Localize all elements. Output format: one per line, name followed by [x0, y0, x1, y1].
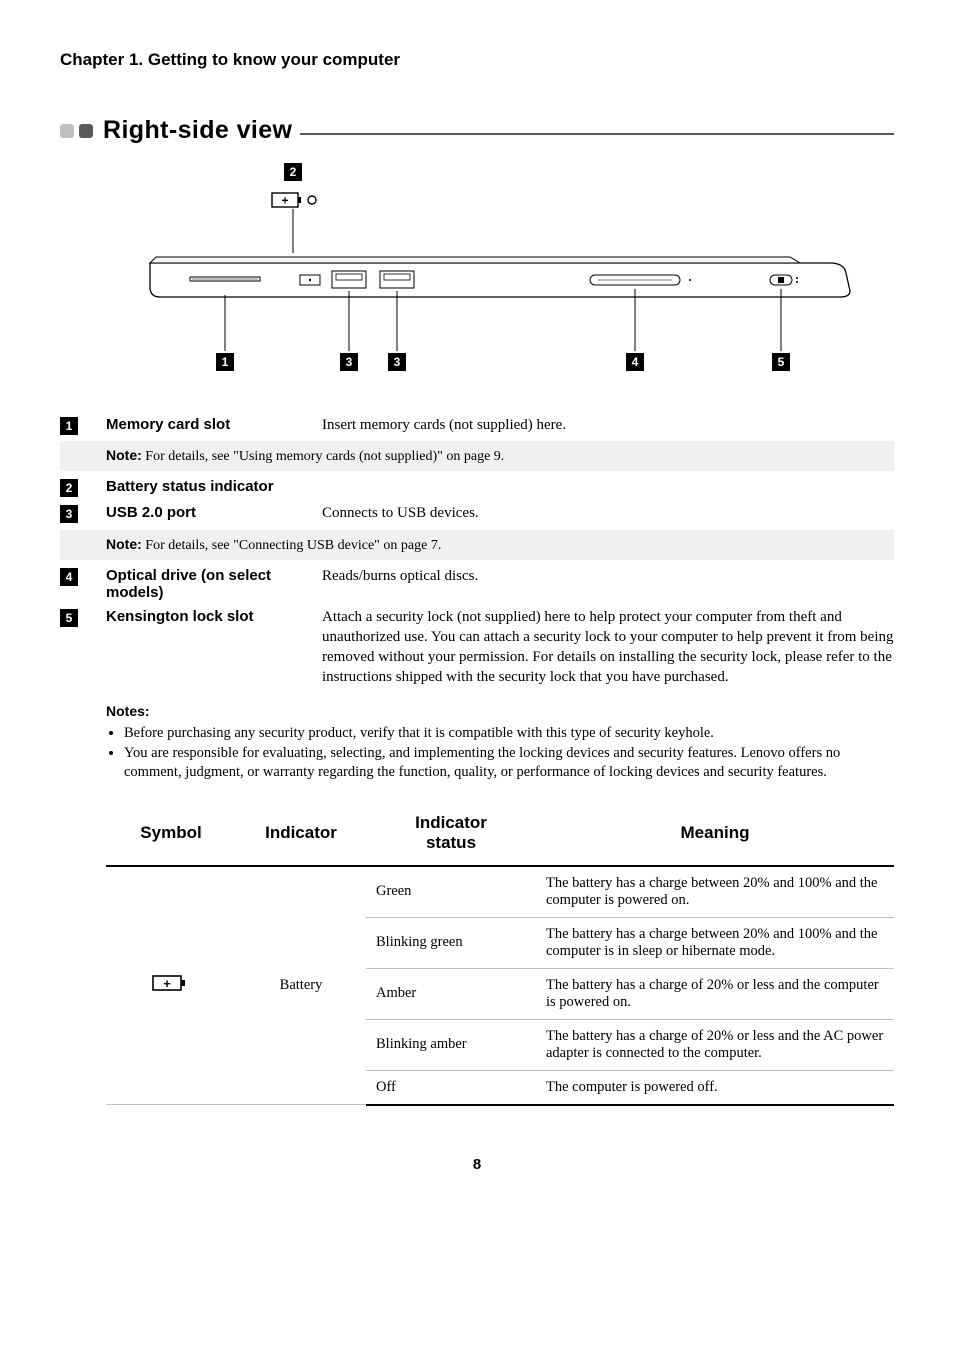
- indicator-name-cell: Battery: [236, 866, 366, 1105]
- meaning-cell: The computer is powered off.: [536, 1070, 894, 1105]
- svg-text:5: 5: [778, 355, 785, 369]
- num-box-3: 3: [60, 505, 78, 523]
- notes-block: Notes: Before purchasing any security pr…: [106, 702, 894, 783]
- svg-text:+: +: [281, 194, 288, 208]
- section-line: [300, 133, 894, 135]
- def-row: 3 USB 2.0 portConnects to USB devices.: [60, 503, 894, 523]
- note-bar: Note: For details, see "Connecting USB d…: [60, 530, 894, 560]
- num-box-2: 2: [60, 479, 78, 497]
- def-row: 5 Kensington lock slotAttach a security l…: [60, 607, 894, 688]
- def-row: 2 Battery status indicator: [60, 477, 894, 497]
- num-box-5: 5: [60, 609, 78, 627]
- status-cell: Blinking amber: [366, 1019, 536, 1070]
- num-box-4: 4: [60, 568, 78, 586]
- indicator-table: Symbol Indicator Indicatorstatus Meaning…: [106, 801, 894, 1106]
- def-label: Kensington lock slot: [106, 607, 322, 688]
- def-label: Optical drive (on select models): [106, 566, 322, 601]
- def-label: USB 2.0 port: [106, 503, 322, 523]
- num-box-1: 1: [60, 417, 78, 435]
- def-text: Reads/burns optical discs.: [322, 566, 894, 601]
- th-indicator: Indicator: [236, 801, 366, 866]
- def-label: Memory card slot: [106, 415, 322, 435]
- right-side-diagram: 2 +: [110, 163, 894, 393]
- chapter-title: Chapter 1. Getting to know your computer: [60, 50, 894, 70]
- status-cell: Off: [366, 1070, 536, 1105]
- section-dots: [60, 124, 93, 138]
- status-cell: Amber: [366, 968, 536, 1019]
- def-row: 4 Optical drive (on select models)Reads/b…: [60, 566, 894, 601]
- dot-2: [79, 124, 93, 138]
- meaning-cell: The battery has a charge of 20% or less …: [536, 968, 894, 1019]
- section-title: Right-side view: [103, 116, 292, 145]
- meaning-cell: The battery has a charge between 20% and…: [536, 917, 894, 968]
- status-cell: Green: [366, 866, 536, 918]
- diagram-num-2: 2: [290, 165, 297, 179]
- svg-text:1: 1: [222, 355, 229, 369]
- definitions-list: 1 Memory card slotInsert memory cards (no…: [60, 415, 894, 688]
- svg-text:4: 4: [632, 355, 639, 369]
- notes-header: Notes:: [106, 703, 150, 719]
- def-text: Attach a security lock (not supplied) he…: [322, 607, 894, 688]
- th-symbol: Symbol: [106, 801, 236, 866]
- note-bar: Note: For details, see "Using memory car…: [60, 441, 894, 471]
- note-item: You are responsible for evaluating, sele…: [124, 744, 894, 783]
- def-label: Battery status indicator: [106, 477, 322, 497]
- svg-text:3: 3: [394, 355, 401, 369]
- dot-1: [60, 124, 74, 138]
- def-text: Insert memory cards (not supplied) here.: [322, 415, 894, 435]
- note-item: Before purchasing any security product, …: [124, 724, 894, 744]
- svg-text:3: 3: [346, 355, 353, 369]
- symbol-cell: +: [106, 866, 236, 1105]
- page-number: 8: [60, 1156, 894, 1173]
- def-text: [322, 477, 894, 497]
- def-text: Connects to USB devices.: [322, 503, 894, 523]
- section-header: Right-side view: [60, 116, 894, 145]
- th-status: Indicatorstatus: [366, 801, 536, 866]
- th-meaning: Meaning: [536, 801, 894, 866]
- meaning-cell: The battery has a charge of 20% or less …: [536, 1019, 894, 1070]
- status-cell: Blinking green: [366, 917, 536, 968]
- meaning-cell: The battery has a charge between 20% and…: [536, 866, 894, 918]
- svg-text:+: +: [163, 976, 171, 991]
- notes-list: Before purchasing any security product, …: [106, 724, 894, 783]
- def-row: 1 Memory card slotInsert memory cards (no…: [60, 415, 894, 435]
